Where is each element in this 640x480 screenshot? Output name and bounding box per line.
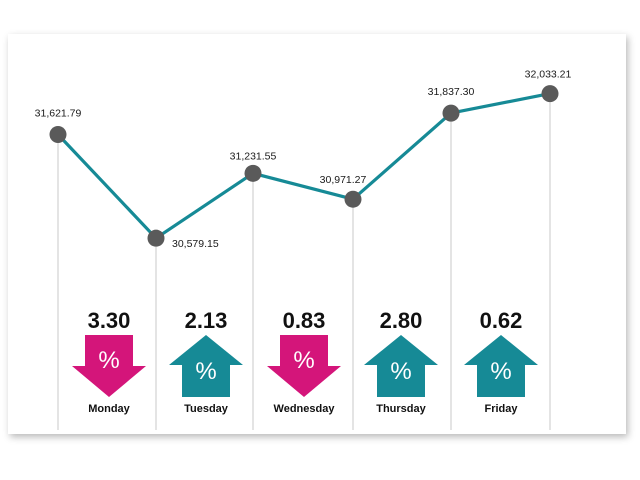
percent-sign: % <box>195 358 216 385</box>
x-tick-label: Friday <box>484 403 518 415</box>
x-tick-label: Tuesday <box>184 403 229 415</box>
data-label: 31,231.55 <box>230 150 277 162</box>
change-value: 2.80 <box>380 308 423 333</box>
arrow-down-icon <box>267 335 341 397</box>
data-point-marker <box>442 104 460 122</box>
change-value: 0.62 <box>480 308 523 333</box>
x-tick-label: Monday <box>88 403 130 415</box>
data-point-marker <box>244 164 262 182</box>
arrow-down-icon <box>72 335 146 397</box>
data-label: 31,837.30 <box>428 86 475 98</box>
data-point-marker <box>344 190 362 208</box>
series-line <box>56 92 551 240</box>
data-point-marker <box>541 85 559 103</box>
change-value: 2.13 <box>185 308 228 333</box>
x-tick-label: Wednesday <box>274 403 336 415</box>
data-label: 32,033.21 <box>525 69 572 81</box>
percent-sign: % <box>390 358 411 385</box>
percent-sign: % <box>293 347 314 374</box>
x-tick-label: Thursday <box>376 403 426 415</box>
change-value: 0.83 <box>283 308 326 333</box>
percent-sign: % <box>98 347 119 374</box>
percent-sign: % <box>490 358 511 385</box>
arrow-up-icon <box>464 335 538 397</box>
data-label: 30,971.27 <box>320 174 367 186</box>
data-point-marker <box>49 126 67 144</box>
arrow-up-icon <box>169 335 243 397</box>
change-value: 3.30 <box>88 308 131 333</box>
arrow-up-icon <box>364 335 438 397</box>
data-point-marker <box>147 229 165 247</box>
data-label: 31,621.79 <box>35 108 82 120</box>
data-label: 30,579.15 <box>172 238 219 250</box>
